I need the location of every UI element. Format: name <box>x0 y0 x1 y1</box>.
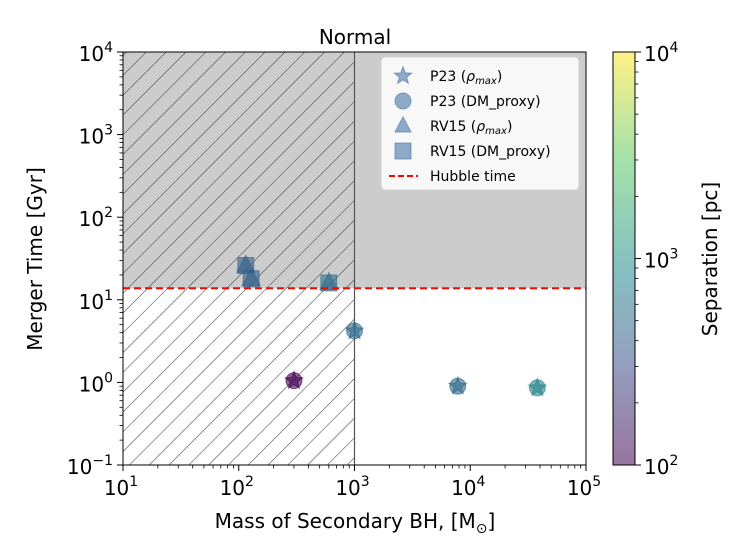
y-tick-label: 103 <box>79 123 113 149</box>
x-tick-label: 103 <box>335 474 369 500</box>
colorbar-label: Separation [pc] <box>698 182 722 336</box>
data-point-square <box>320 274 338 292</box>
legend-label: P23 (ρmax) <box>430 69 502 87</box>
legend-box <box>380 56 580 191</box>
legend-label: Hubble time <box>430 169 516 185</box>
legend-marker-triangle <box>394 115 412 133</box>
legend-marker-circle <box>394 92 412 110</box>
y-tick-label: 104 <box>79 40 113 66</box>
colorbar-tick-label: 104 <box>644 40 678 66</box>
y-tick-label: 102 <box>79 205 113 231</box>
x-tick-label: 102 <box>220 474 254 500</box>
colorbar: 102 103 104 Separation [pc] <box>612 40 722 479</box>
legend: P23 (ρmax) P23 (DM_proxy) RV15 (ρmax) RV15 … <box>380 56 580 191</box>
data-point-circle <box>285 372 303 390</box>
colorbar-gradient <box>612 51 636 466</box>
legend-label: RV15 (DM_proxy) <box>430 144 551 160</box>
legend-marker-square <box>394 142 412 160</box>
chart-title: Normal <box>319 25 391 49</box>
x-axis-label-main: Mass of Secondary BH, [M <box>215 509 476 533</box>
data-point-circle <box>449 377 467 395</box>
y-axis-label: Merger Time [Gyr] <box>23 167 47 350</box>
legend-label: P23 (DM_proxy) <box>430 94 541 110</box>
colorbar-tick-label: 102 <box>644 453 678 479</box>
legend-marker-star <box>392 65 414 85</box>
x-axis-label-close: ] <box>488 509 496 533</box>
x-tick-label: 105 <box>567 474 601 500</box>
legend-label: RV15 (ρmax) <box>430 119 512 137</box>
data-point-square <box>242 270 260 288</box>
y-tick-label: 100 <box>79 370 113 396</box>
x-axis-label-sub: ⊙ <box>476 521 488 537</box>
x-tick-label: 104 <box>451 474 485 500</box>
x-axis-label: Mass of Secondary BH, [M⊙] <box>215 509 496 537</box>
x-tick-label: 101 <box>104 474 138 500</box>
data-point-circle <box>346 322 363 340</box>
data-point-circle <box>528 379 546 397</box>
y-tick-label: 10−1 <box>67 453 113 479</box>
colorbar-tick-label: 103 <box>644 247 678 273</box>
y-tick-label: 101 <box>79 288 113 314</box>
